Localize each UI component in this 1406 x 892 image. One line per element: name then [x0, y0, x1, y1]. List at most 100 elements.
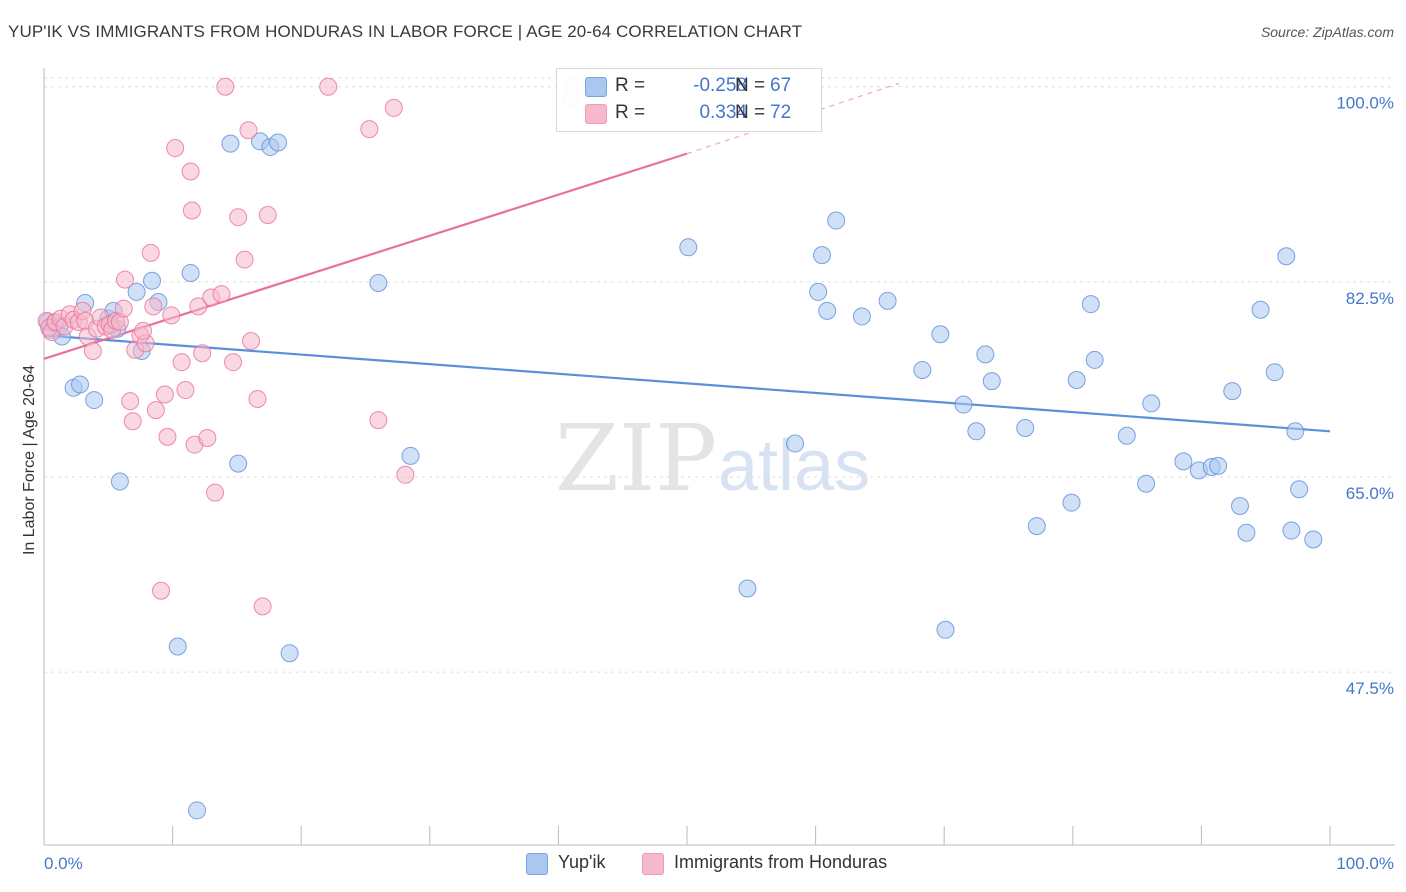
point-yupik [1230, 497, 1249, 516]
point-honduras [182, 201, 201, 220]
legend-swatch-yupik [526, 853, 548, 875]
point-honduras [162, 306, 181, 325]
point-honduras [258, 205, 277, 224]
point-yupik [1290, 480, 1309, 499]
point-yupik [280, 644, 299, 663]
point-yupik [809, 282, 828, 301]
y-tick-label: 100.0% [1336, 94, 1394, 113]
watermark: ZIP atlas [555, 405, 870, 512]
point-yupik [936, 620, 955, 639]
point-yupik [1286, 422, 1305, 441]
n-label: N = [735, 75, 766, 96]
point-honduras [235, 250, 254, 269]
trend-line [43, 152, 688, 360]
point-yupik [1142, 394, 1161, 413]
point-honduras [193, 344, 212, 363]
point-honduras [369, 411, 388, 430]
point-honduras [83, 342, 102, 361]
point-honduras [116, 270, 135, 289]
point-yupik [143, 271, 162, 290]
watermark-zip: ZIP [555, 405, 717, 512]
point-honduras [172, 353, 191, 372]
y-tick-label: 82.5% [1346, 289, 1394, 308]
trend-line [43, 334, 1331, 433]
point-yupik [188, 801, 207, 820]
point-yupik [827, 211, 846, 230]
point-honduras [253, 597, 272, 616]
point-yupik [786, 434, 805, 453]
n-value-yupik: 67 [770, 75, 792, 96]
point-honduras [198, 428, 217, 447]
point-yupik [1265, 363, 1284, 382]
point-honduras [212, 285, 231, 304]
r-label: R = [615, 102, 646, 123]
point-honduras [396, 465, 415, 484]
correlation-legend: R = -0.258 N = 67 R = 0.334 N = 72 [556, 68, 822, 132]
n-label: N = [735, 102, 766, 123]
point-yupik [852, 307, 871, 326]
point-honduras [181, 162, 200, 181]
point-yupik [813, 246, 832, 265]
point-honduras [114, 299, 133, 318]
point-honduras [176, 381, 195, 400]
point-yupik [1223, 382, 1242, 401]
point-honduras [216, 77, 235, 96]
point-yupik [1251, 300, 1270, 319]
point-honduras [144, 297, 163, 316]
point-yupik [1027, 517, 1046, 536]
point-yupik [1062, 493, 1081, 512]
point-yupik [401, 446, 420, 465]
point-yupik [1081, 295, 1100, 314]
y-tick-label: 47.5% [1346, 679, 1394, 698]
r-value-yupik: -0.258 [693, 75, 747, 96]
point-honduras [248, 389, 267, 408]
point-yupik [954, 395, 973, 414]
gridlines [44, 77, 1395, 673]
point-honduras [360, 120, 379, 139]
x-tick-label: 0.0% [44, 854, 83, 873]
legend-label-honduras: Immigrants from Honduras [674, 852, 888, 872]
point-honduras [384, 98, 403, 117]
source-label: Source: ZipAtlas.com [1260, 24, 1394, 40]
tick-labels: 47.5% 65.0% 82.5% 100.0% 0.0% 100.0% [44, 94, 1394, 873]
point-honduras [166, 139, 185, 158]
point-yupik [1237, 523, 1256, 542]
point-honduras [152, 581, 171, 600]
point-honduras [134, 321, 153, 340]
point-yupik [818, 301, 837, 320]
point-honduras [146, 401, 165, 420]
legend-swatch-yupik [585, 77, 607, 97]
y-tick-label: 65.0% [1346, 484, 1394, 503]
legend-swatch-honduras [585, 104, 607, 124]
point-yupik [168, 637, 187, 656]
point-yupik [1137, 474, 1156, 493]
legend-swatch-honduras [642, 853, 664, 875]
point-honduras [155, 385, 174, 404]
point-yupik [679, 238, 698, 257]
point-yupik [269, 133, 288, 152]
point-honduras [319, 77, 338, 96]
point-yupik [1209, 456, 1228, 475]
point-yupik [1282, 521, 1301, 540]
point-yupik [1085, 350, 1104, 369]
point-yupik [976, 345, 995, 364]
point-yupik [967, 422, 986, 441]
point-yupik [85, 391, 104, 410]
point-yupik [71, 375, 90, 394]
point-yupik [982, 372, 1001, 391]
axes [43, 68, 1395, 846]
point-yupik [1174, 452, 1193, 471]
y-axis-label: In Labor Force | Age 20-64 [21, 364, 38, 556]
point-honduras [206, 483, 225, 502]
point-yupik [181, 263, 200, 282]
point-yupik [913, 360, 932, 379]
point-yupik [127, 282, 146, 301]
point-honduras [141, 243, 160, 262]
point-yupik [1277, 247, 1296, 266]
point-yupik [1016, 418, 1035, 437]
legend-label-yupik: Yup'ik [558, 852, 606, 872]
r-value-honduras: 0.334 [699, 102, 747, 123]
point-honduras [224, 353, 243, 372]
point-yupik [1117, 426, 1136, 445]
